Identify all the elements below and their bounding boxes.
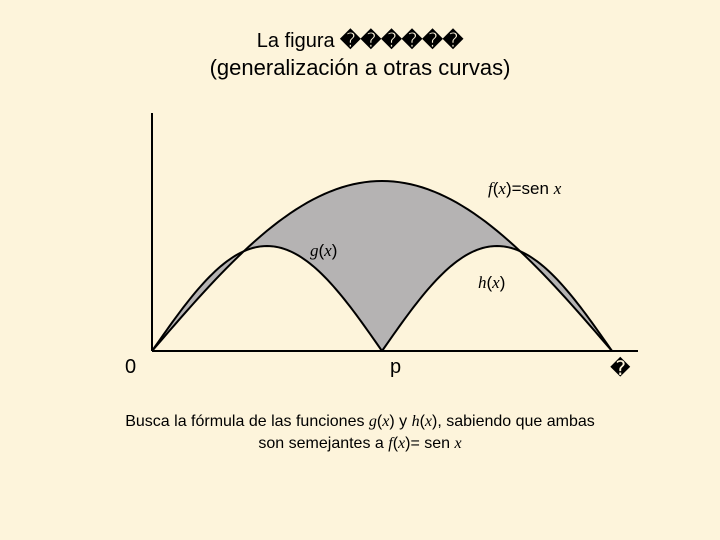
label-g: g(x): [310, 241, 337, 261]
title-area: La figura ������ (generalización a otras…: [0, 0, 720, 81]
label-h: h(x): [478, 273, 505, 293]
axis-tick-zero: 0: [125, 356, 136, 379]
title-prefix: La figura: [257, 30, 340, 52]
title-line2: (generalización a otras curvas): [0, 55, 720, 81]
chart-svg: [80, 111, 640, 381]
bottom-text: Busca la fórmula de las funciones g(x) y…: [0, 411, 720, 454]
axis-tick-end: �: [610, 356, 631, 381]
title-boxes: ������: [340, 30, 463, 52]
axis-tick-mid: p: [390, 356, 401, 379]
title-line1: La figura ������: [0, 28, 720, 53]
chart: f(x)=sen x g(x) h(x) 0 p �: [80, 111, 640, 381]
label-f: f(x)=sen x: [488, 179, 561, 199]
